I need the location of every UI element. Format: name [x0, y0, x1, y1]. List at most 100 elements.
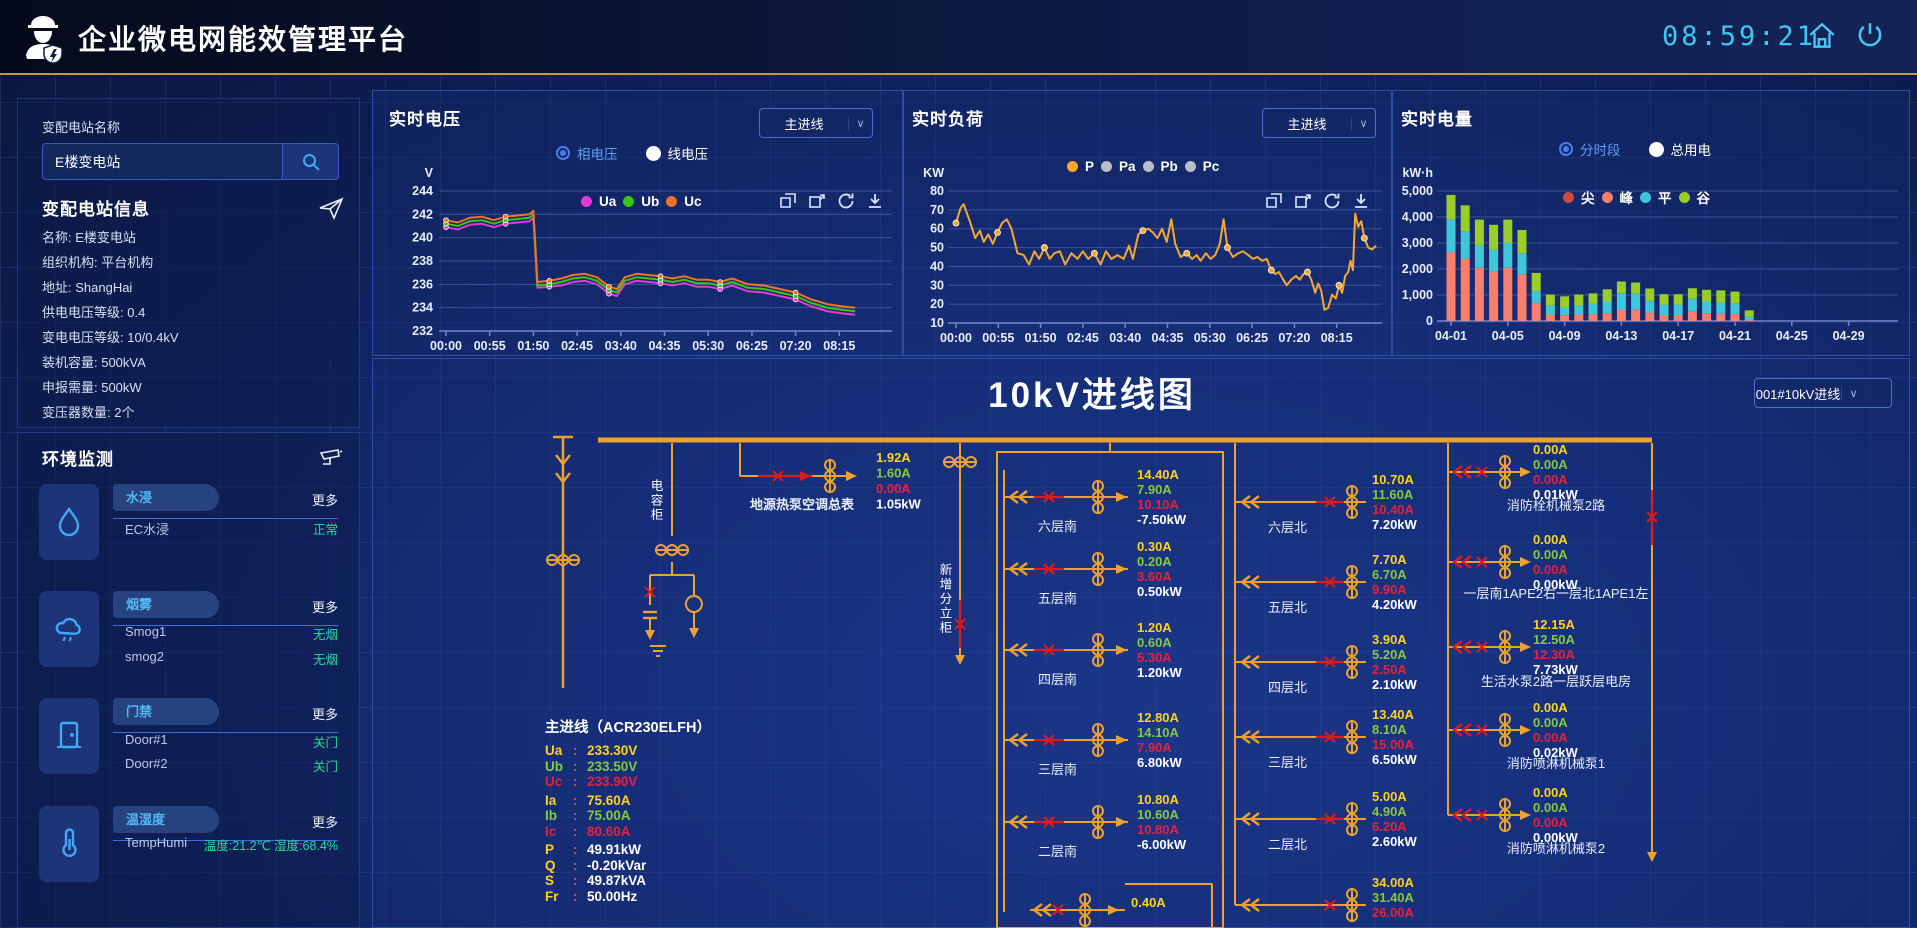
env-more-link[interactable]: 更多	[311, 815, 338, 830]
legend-dot-icon[interactable]	[1601, 191, 1613, 203]
power-icon[interactable]	[1854, 20, 1886, 52]
feeder-value: 0.00A	[1533, 547, 1568, 562]
legend-dot-icon[interactable]	[1101, 161, 1113, 172]
chevron-down-icon: ∨	[848, 116, 872, 130]
download-icon[interactable]	[1351, 191, 1371, 211]
env-sensor-name: EC水浸	[125, 522, 170, 537]
env-sensor-status: 正常	[312, 523, 338, 537]
bar-峰	[1503, 267, 1513, 321]
env-more-link[interactable]: 更多	[311, 493, 338, 508]
legend-dot-icon[interactable]	[623, 196, 635, 207]
cctv-camera-icon[interactable]	[318, 445, 344, 471]
radio-unselected-icon[interactable]	[645, 145, 661, 161]
bar-谷	[1560, 296, 1570, 308]
legend-dot-icon[interactable]	[1563, 191, 1574, 203]
restore-icon[interactable]	[807, 191, 827, 211]
station-search-input[interactable]	[42, 143, 282, 180]
bar-谷	[1588, 293, 1598, 304]
legend-dot-icon[interactable]	[1678, 191, 1690, 203]
bar-谷	[1503, 219, 1513, 243]
env-tab-3[interactable]: 门禁	[113, 698, 219, 725]
main-meter-title: 主进线（ACR230ELFH）	[545, 720, 711, 736]
bar-平	[1687, 298, 1697, 312]
x-tick-label: 01:50	[517, 339, 549, 353]
bar-平	[1517, 253, 1527, 275]
feeder-value: -6.00kW	[1137, 837, 1187, 852]
x-tick-label: 05:30	[692, 339, 724, 353]
send-plane-icon[interactable]	[318, 195, 344, 221]
legend-dot-icon[interactable]	[1184, 161, 1196, 172]
env-sensor-name: Smog1	[125, 624, 167, 639]
y-tick-label: 4,000	[1402, 210, 1433, 224]
x-tick-label: 03:40	[605, 339, 637, 353]
y-axis-unit: V	[425, 166, 434, 180]
refresh-icon[interactable]	[1322, 191, 1342, 211]
load-source-dropdown[interactable]: 主进线 ∨	[1262, 108, 1376, 138]
x-tick-label: 02:45	[561, 339, 593, 353]
y-tick-label: 238	[412, 254, 433, 268]
station-name-label: 变配电站名称	[42, 120, 121, 135]
radio-selected-icon[interactable]	[556, 146, 570, 160]
env-more-link[interactable]: 更多	[311, 600, 338, 615]
box-zoom-icon[interactable]	[778, 191, 798, 211]
bar-平	[1545, 305, 1555, 315]
bar-谷	[1744, 310, 1754, 317]
feeder-value: 10.80A	[1137, 822, 1180, 837]
chevron-down-icon: ∨	[1841, 386, 1865, 400]
legend-dot-icon[interactable]	[1640, 191, 1651, 203]
bar-谷	[1645, 288, 1655, 301]
feeder-value: 4.90A	[1372, 804, 1407, 819]
feeder-value: 0.00A	[1533, 700, 1568, 715]
x-tick-label: 04:35	[1152, 331, 1184, 345]
env-more-link[interactable]: 更多	[311, 707, 338, 722]
feeder-value: 7.20kW	[1372, 517, 1418, 532]
feeder-value: 0.00kW	[1533, 830, 1579, 845]
x-tick-label: 04-13	[1605, 329, 1637, 343]
y-tick-label: 5,000	[1402, 184, 1433, 198]
voltage-source-dropdown[interactable]: 主进线 ∨	[759, 108, 873, 138]
feeder-value: 13.40A	[1372, 707, 1415, 722]
series-Ub	[445, 213, 856, 313]
feeder-value: 6.70A	[1372, 567, 1407, 582]
bar-平	[1560, 307, 1570, 316]
load-chart[interactable]: 80 70 60 50 40 30 20 10 KW 00:00 00:55 01:50 02:45 03…	[904, 91, 1393, 357]
legend-dot-icon[interactable]	[581, 196, 592, 207]
feeder-value: 15.00A	[1372, 737, 1415, 752]
x-tick-label: 07:20	[1278, 331, 1310, 345]
radio-selected-icon[interactable]	[1559, 142, 1573, 156]
bar-谷	[1531, 272, 1541, 292]
legend-dot-icon[interactable]	[666, 196, 678, 207]
legend-dot-icon[interactable]	[1142, 161, 1154, 172]
energy-chart[interactable]: 5,000 4,000 3,000 2,000 1,000 0 kW·h 04-01 04-05…	[1393, 91, 1911, 357]
feeder-value: 5.30A	[1137, 650, 1172, 665]
bar-峰	[1574, 314, 1584, 321]
environment-panel: 环境监测 水浸 更多 EC水浸 正常 烟雾 更多 Smog1 无烟 smog2 无烟 门禁 更多 Doo…	[17, 432, 360, 928]
search-button[interactable]	[282, 143, 339, 180]
x-tick-label: 08:15	[1321, 331, 1353, 345]
home-icon[interactable]	[1806, 20, 1838, 52]
incoming-line-dropdown[interactable]: 001#10kV进线 ∨	[1754, 378, 1892, 408]
y-tick-label: 70	[930, 203, 944, 217]
feeder-value: 0.00A	[1533, 442, 1568, 457]
feeder-label: 二层南	[1038, 844, 1077, 859]
bar-峰	[1474, 267, 1484, 321]
restore-icon[interactable]	[1293, 191, 1313, 211]
box-zoom-icon[interactable]	[1264, 191, 1284, 211]
env-tab-4[interactable]: 温湿度	[113, 806, 219, 833]
y-axis-unit: KW	[923, 166, 944, 180]
bar-平	[1716, 302, 1726, 314]
feeder-value: 0.00A	[1533, 800, 1568, 815]
legend-dot-icon[interactable]	[1067, 161, 1078, 172]
voltage-chart[interactable]: 244 242 240 238 236 234 232 V 00:00 00:55 01:50 02:…	[373, 91, 904, 357]
feeder-label: 六层南	[1038, 519, 1077, 534]
download-icon[interactable]	[865, 191, 885, 211]
bar-峰	[1702, 313, 1712, 321]
radio-unselected-icon[interactable]	[1648, 141, 1664, 157]
feeder-label: 三层南	[1038, 762, 1077, 777]
feeder-value: 0.00A	[1533, 715, 1568, 730]
feeder-value: 1.20kW	[1137, 665, 1183, 680]
bar-峰	[1744, 319, 1754, 321]
env-tab-2[interactable]: 烟雾	[113, 591, 219, 618]
refresh-icon[interactable]	[836, 191, 856, 211]
env-tab-1[interactable]: 水浸	[113, 484, 219, 511]
